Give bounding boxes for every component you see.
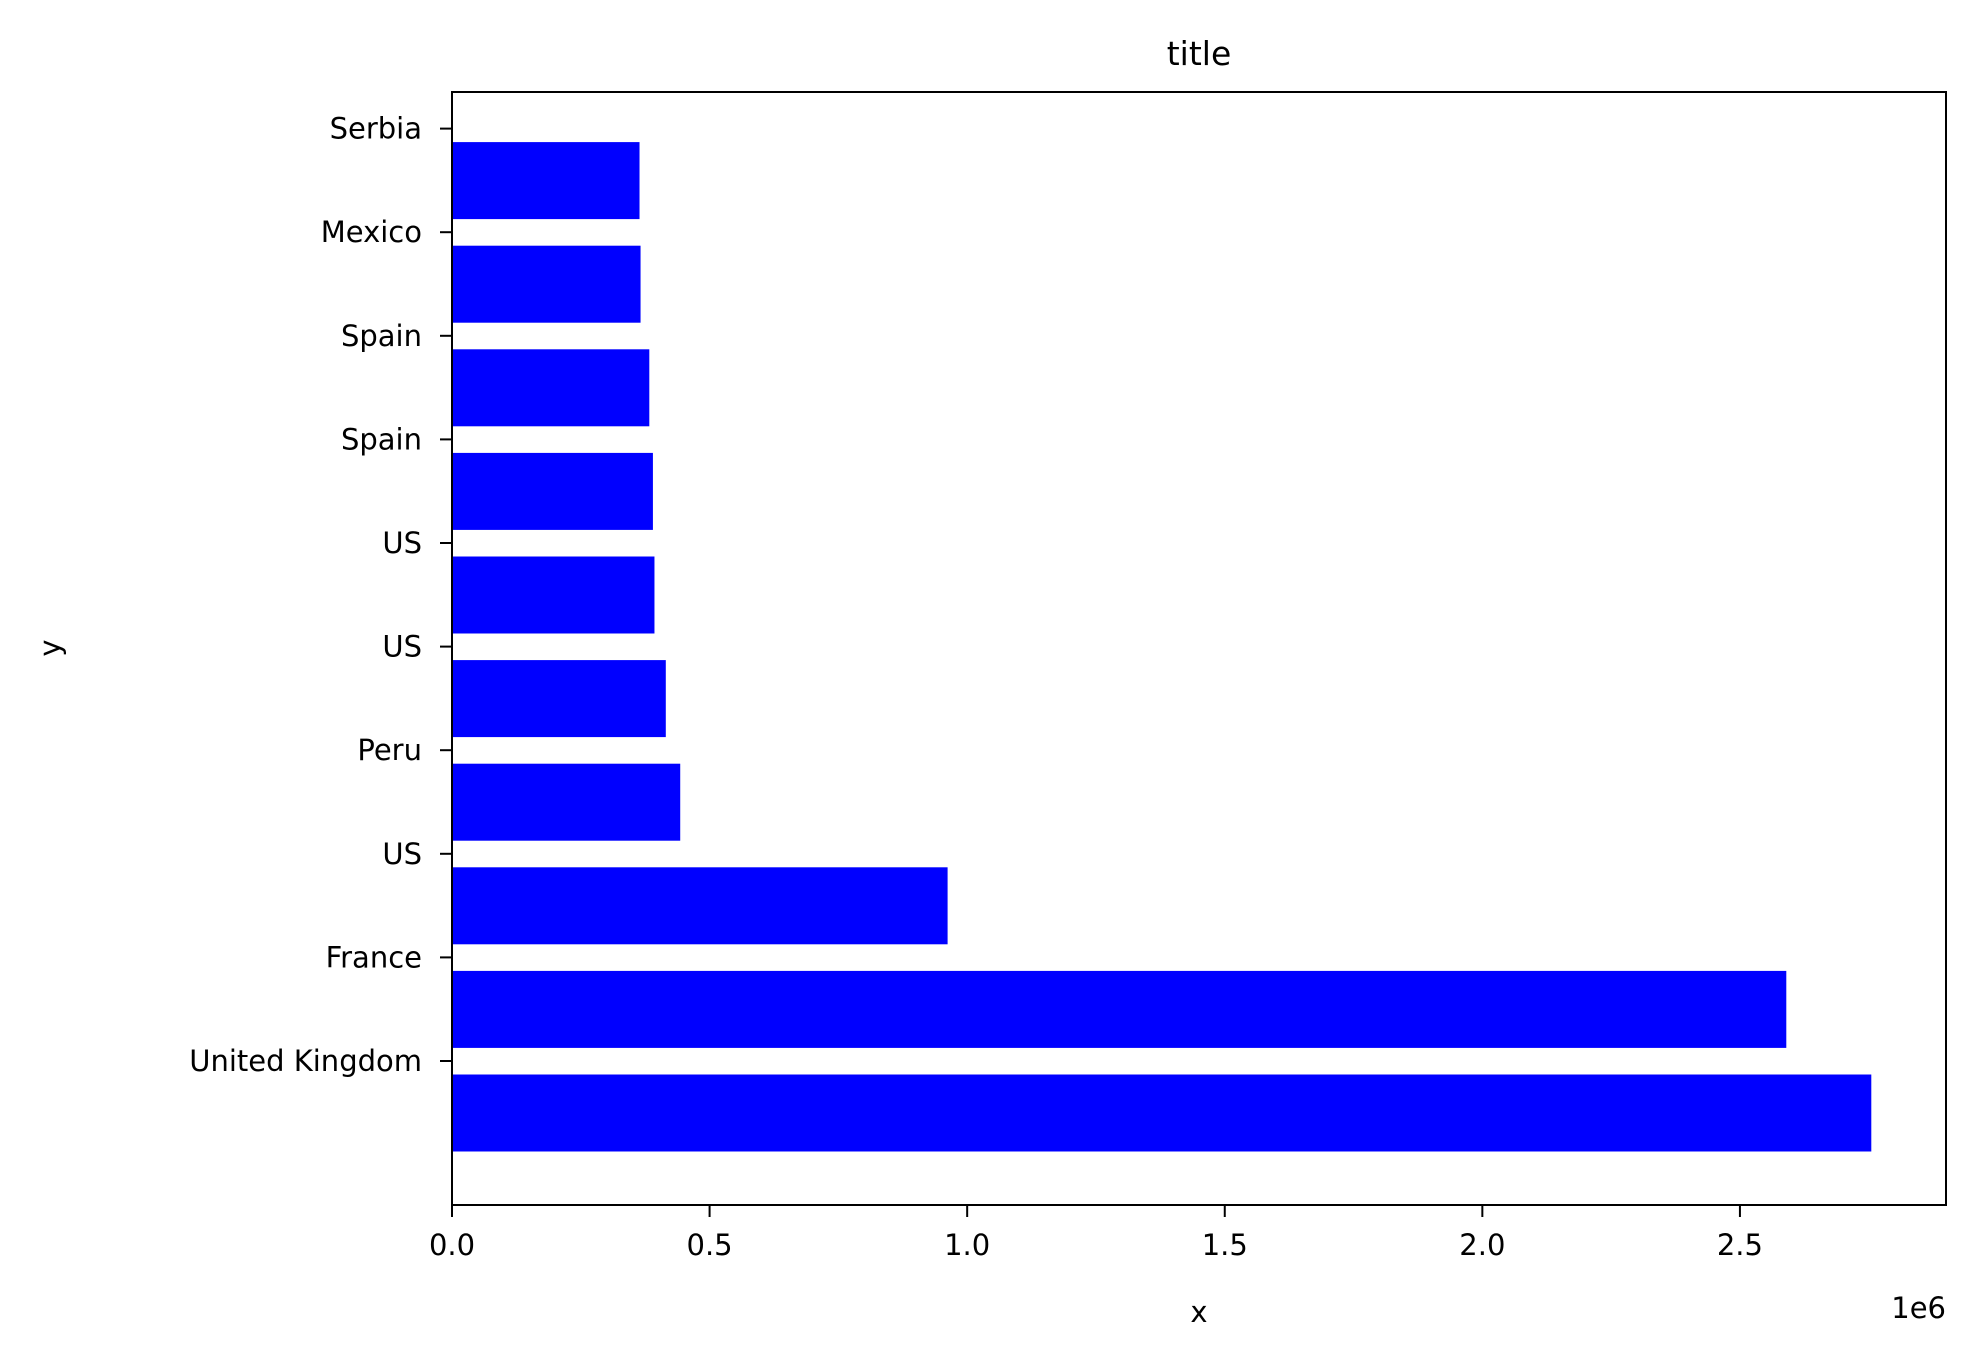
y-tick-label: France (326, 940, 422, 974)
x-axis-label: x (1190, 1295, 1207, 1329)
bar (452, 970, 1787, 1048)
plot-frame (451, 91, 1947, 1206)
x-tick-label: 2.0 (1459, 1228, 1505, 1262)
y-axis-label: y (33, 639, 67, 656)
bar (452, 1074, 1872, 1152)
y-tick-label: Serbia (330, 112, 422, 146)
bar (452, 452, 653, 530)
x-tick-label: 1.5 (1202, 1228, 1248, 1262)
y-tick-label: US (382, 837, 422, 871)
y-ticks-group: United Kingdom France US Peru US US Spain Spain… (189, 112, 452, 1078)
chart-title: title (1167, 34, 1232, 73)
bars-group (452, 142, 1872, 1152)
y-tick-label: United Kingdom (189, 1044, 422, 1078)
y-tick-label: Spain (341, 319, 422, 353)
x-ticks-group: 0.0 0.5 1.0 1.5 2.0 2.5 (429, 1205, 1763, 1262)
bar (452, 556, 655, 634)
y-tick-label: Mexico (321, 215, 422, 249)
bar (452, 867, 948, 945)
x-axis-offset-label: 1e6 (1891, 1291, 1946, 1325)
bar (452, 763, 681, 841)
y-tick-label: US (382, 526, 422, 560)
bar (452, 660, 666, 738)
x-tick-label: 0.5 (687, 1228, 733, 1262)
y-tick-label: US (382, 630, 422, 664)
bar (452, 245, 641, 323)
bar (452, 142, 640, 220)
bar (452, 349, 650, 427)
y-tick-label: Peru (357, 733, 422, 767)
x-tick-label: 1.0 (944, 1228, 990, 1262)
x-tick-label: 2.5 (1717, 1228, 1763, 1262)
x-tick-label: 0.0 (429, 1228, 475, 1262)
y-tick-label: Spain (341, 422, 422, 456)
